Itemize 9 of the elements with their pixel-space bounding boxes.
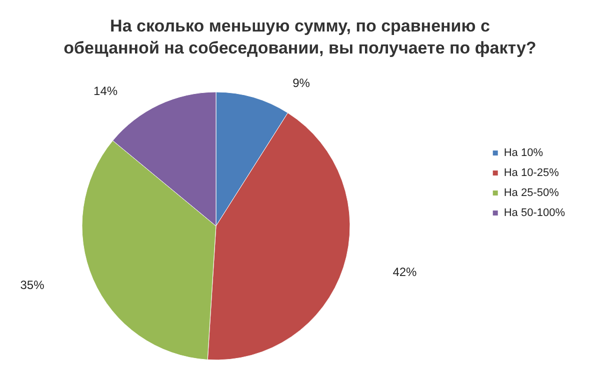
legend-label: На 10% <box>504 147 544 159</box>
chart-title: На сколько меньшую сумму, по сравнению с обещанной на собеседовании, вы получаете по факту? <box>64 16 536 58</box>
data-label: 35% <box>20 278 45 292</box>
legend-label: На 50-100% <box>504 207 566 219</box>
data-label: 14% <box>94 84 118 98</box>
legend-label: На 10-25% <box>504 167 560 179</box>
data-label: 42% <box>392 265 418 280</box>
data-label: 9% <box>292 76 310 90</box>
legend-label: На 25-50% <box>504 187 560 199</box>
